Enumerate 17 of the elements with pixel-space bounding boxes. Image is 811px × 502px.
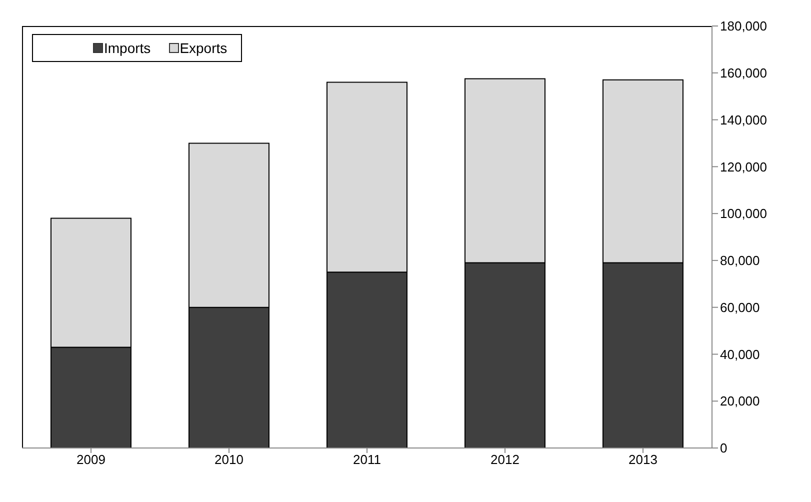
y-tick-label: 0: [720, 440, 728, 456]
x-tick-label: 2011: [353, 452, 381, 468]
y-tick-label: 180,000: [720, 18, 767, 34]
x-tick-label: 2013: [628, 452, 658, 468]
y-tick-label: 40,000: [720, 346, 760, 362]
x-tick-label: 2012: [490, 452, 520, 468]
x-tick-label: 2010: [214, 452, 244, 468]
y-tick-label: 100,000: [720, 206, 767, 222]
y-tick-label: 20,000: [720, 394, 760, 409]
legend-label: Exports: [178, 40, 228, 56]
y-tick-label: 60,000: [720, 300, 760, 315]
y-tick-label: 80,000: [720, 253, 760, 268]
y-tick-label: 140,000: [720, 112, 767, 128]
y-tick-label: 120,000: [720, 159, 767, 174]
y-tick-label: 160,000: [720, 66, 767, 81]
legend-label: Imports: [103, 40, 151, 56]
x-tick-label: 2009: [76, 452, 106, 468]
